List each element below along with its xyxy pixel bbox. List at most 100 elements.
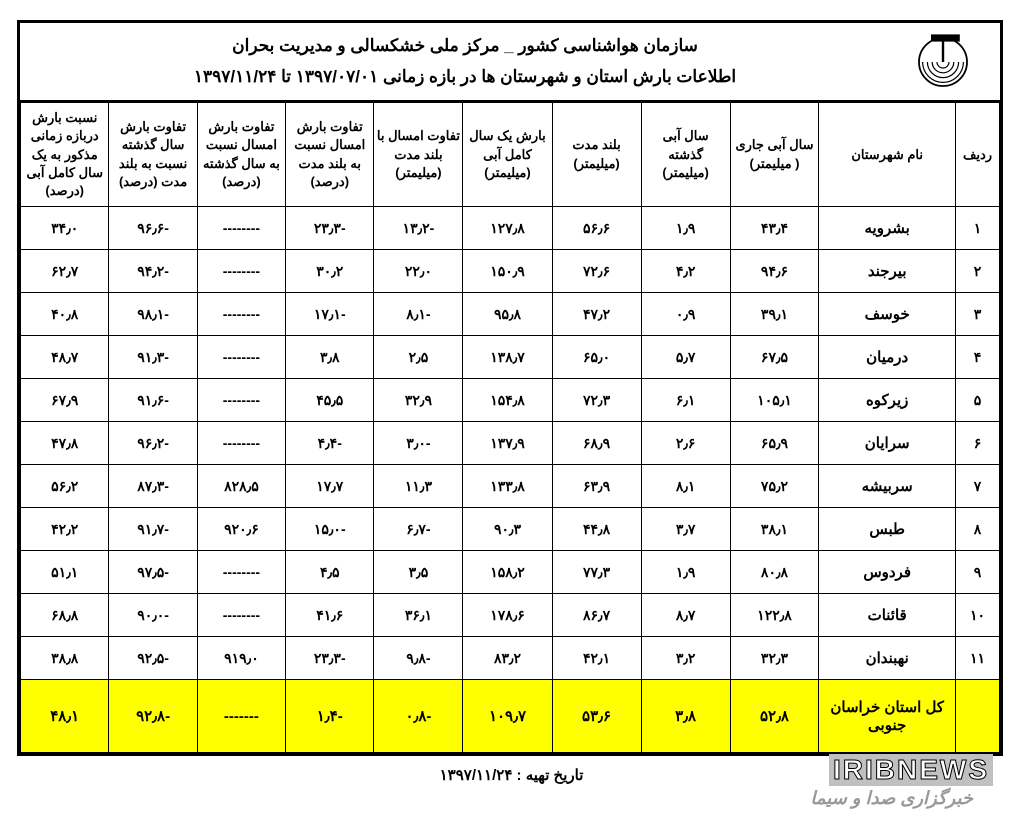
data-cell: ۸۳٫۲ — [463, 637, 552, 680]
data-cell: ۲ — [956, 250, 1000, 293]
column-header: بارش یک سال کامل آبی (میلیمتر) — [463, 103, 552, 207]
title-line-2: اطلاعات بارش استان و شهرستان ها در بازه … — [32, 62, 898, 93]
column-header: تفاوت بارش سال گذشته نسبت به بلند مدت (د… — [109, 103, 197, 207]
total-data-cell: -۱٫۴ — [286, 680, 374, 753]
data-cell: ۴ — [956, 336, 1000, 379]
data-cell: ۱۰ — [956, 594, 1000, 637]
data-cell: ۱۳۳٫۸ — [463, 465, 552, 508]
data-cell: ۱۱٫۳ — [374, 465, 463, 508]
data-cell: -۹۱٫۶ — [109, 379, 197, 422]
data-cell: ۴۳٫۴ — [730, 207, 819, 250]
total-data-cell — [956, 680, 1000, 753]
data-cell: ۱۳۷٫۹ — [463, 422, 552, 465]
total-data-cell: ۵۳٫۶ — [552, 680, 641, 753]
data-cell: ۱۷٫۷ — [286, 465, 374, 508]
table-row: ۶سرایان۶۵٫۹۲٫۶۶۸٫۹۱۳۷٫۹-۳٫۰-۴٫۴---------… — [21, 422, 1000, 465]
data-cell: -۲۳٫۳ — [286, 637, 374, 680]
data-cell: ۲۲٫۰ — [374, 250, 463, 293]
data-cell: -------- — [197, 594, 285, 637]
watermark-subtitle: خبرگزاری صدا و سیما — [20, 788, 973, 809]
data-cell: ۶٫۱ — [641, 379, 730, 422]
data-cell: ۳۸٫۸ — [21, 637, 109, 680]
org-logo — [898, 32, 988, 92]
data-cell: ۳٫۲ — [641, 637, 730, 680]
data-cell: -۹۰٫۰ — [109, 594, 197, 637]
data-cell: ۷۲٫۳ — [552, 379, 641, 422]
header-row: سازمان هواشناسی کشور _ مرکز ملی خشکسالی … — [20, 23, 1000, 102]
data-cell: ۳۲٫۳ — [730, 637, 819, 680]
city-name-cell: خوسف — [819, 293, 956, 336]
data-cell: ۶ — [956, 422, 1000, 465]
data-cell: ۳۲٫۹ — [374, 379, 463, 422]
table-row: ۱۱نهبندان۳۲٫۳۳٫۲۴۲٫۱۸۳٫۲-۹٫۸-۲۳٫۳۹۱۹٫۰-۹… — [21, 637, 1000, 680]
total-data-cell: ۴۸٫۱ — [21, 680, 109, 753]
data-cell: ۷ — [956, 465, 1000, 508]
data-cell: ۱۳۸٫۷ — [463, 336, 552, 379]
city-name-cell: نهبندان — [819, 637, 956, 680]
column-header: نام شهرستان — [819, 103, 956, 207]
data-cell: ۴۵٫۵ — [286, 379, 374, 422]
table-body: ۱بشرویه۴۳٫۴۱٫۹۵۶٫۶۱۲۷٫۸-۱۳٫۲-۲۳٫۳-------… — [21, 207, 1000, 753]
table-row: ۳خوسف۳۹٫۱۰٫۹۴۷٫۲۹۵٫۸-۸٫۱-۱۷٫۱---------۹۸… — [21, 293, 1000, 336]
data-cell: ۶۵٫۹ — [730, 422, 819, 465]
total-data-cell: ------- — [197, 680, 285, 753]
data-cell: ۴۴٫۸ — [552, 508, 641, 551]
data-cell: ۹۴٫۶ — [730, 250, 819, 293]
city-name-cell: بیرجند — [819, 250, 956, 293]
data-cell: ۶۵٫۰ — [552, 336, 641, 379]
data-cell: -۸۷٫۳ — [109, 465, 197, 508]
total-data-cell: -۹۲٫۸ — [109, 680, 197, 753]
data-cell: ۳۶٫۱ — [374, 594, 463, 637]
data-cell: ۷۲٫۶ — [552, 250, 641, 293]
data-cell: -۴٫۴ — [286, 422, 374, 465]
data-cell: ۹۲۰٫۶ — [197, 508, 285, 551]
data-cell: ۶۸٫۹ — [552, 422, 641, 465]
total-data-cell: ۳٫۸ — [641, 680, 730, 753]
data-cell: ۳۸٫۱ — [730, 508, 819, 551]
data-cell: -۹۶٫۶ — [109, 207, 197, 250]
data-cell: ۸۰٫۸ — [730, 551, 819, 594]
table-row: ۱۰قائنات۱۲۲٫۸۸٫۷۸۶٫۷۱۷۸٫۶۳۶٫۱۴۱٫۶-------… — [21, 594, 1000, 637]
city-name-cell: طبس — [819, 508, 956, 551]
data-cell: -------- — [197, 422, 285, 465]
city-name-cell: سرایان — [819, 422, 956, 465]
table-row: ۹فردوس۸۰٫۸۱٫۹۷۷٫۳۱۵۸٫۲۳٫۵۴٫۵---------۹۷٫… — [21, 551, 1000, 594]
data-cell: ۹۰٫۳ — [463, 508, 552, 551]
data-cell: -۱۵٫۰ — [286, 508, 374, 551]
data-cell: ۱۱ — [956, 637, 1000, 680]
data-cell: -۹۷٫۵ — [109, 551, 197, 594]
title-line-1: سازمان هواشناسی کشور _ مرکز ملی خشکسالی … — [32, 31, 898, 62]
total-row: کل استان خراسان جنوبی۵۲٫۸۳٫۸۵۳٫۶۱۰۹٫۷-۰٫… — [21, 680, 1000, 753]
data-cell: ۰٫۹ — [641, 293, 730, 336]
data-cell: ۱۲۷٫۸ — [463, 207, 552, 250]
data-cell: ۶۸٫۸ — [21, 594, 109, 637]
report-container: سازمان هواشناسی کشور _ مرکز ملی خشکسالی … — [17, 20, 1003, 756]
data-cell: -۹٫۸ — [374, 637, 463, 680]
data-cell: ۳۴٫۰ — [21, 207, 109, 250]
city-name-cell: زیرکوه — [819, 379, 956, 422]
watermark-logo-text: IRIBNEWS — [829, 754, 993, 786]
data-cell: ۱۷۸٫۶ — [463, 594, 552, 637]
total-label-cell: کل استان خراسان جنوبی — [819, 680, 956, 753]
data-cell: -۹۱٫۷ — [109, 508, 197, 551]
data-cell: ۸ — [956, 508, 1000, 551]
data-cell: ۲٫۵ — [374, 336, 463, 379]
city-name-cell: درمیان — [819, 336, 956, 379]
data-cell: ۱٫۹ — [641, 551, 730, 594]
data-cell: ۵ — [956, 379, 1000, 422]
column-header: بلند مدت (میلیمتر) — [552, 103, 641, 207]
data-cell: ۳۰٫۲ — [286, 250, 374, 293]
header-titles: سازمان هواشناسی کشور _ مرکز ملی خشکسالی … — [32, 31, 898, 92]
column-header: نسبت بارش دربازه زمانی مذکور به یک سال ک… — [21, 103, 109, 207]
data-cell: ۵٫۷ — [641, 336, 730, 379]
table-row: ۸طبس۳۸٫۱۳٫۷۴۴٫۸۹۰٫۳-۶٫۷-۱۵٫۰۹۲۰٫۶-۹۱٫۷۴۲… — [21, 508, 1000, 551]
data-cell: -۳٫۰ — [374, 422, 463, 465]
column-header: ردیف — [956, 103, 1000, 207]
data-cell: ۳٫۵ — [374, 551, 463, 594]
total-data-cell: ۱۰۹٫۷ — [463, 680, 552, 753]
table-row: ۱بشرویه۴۳٫۴۱٫۹۵۶٫۶۱۲۷٫۸-۱۳٫۲-۲۳٫۳-------… — [21, 207, 1000, 250]
column-headers-row: ردیفنام شهرستانسال آبی جاری ( میلیمتر)سا… — [21, 103, 1000, 207]
data-cell: ۶۷٫۵ — [730, 336, 819, 379]
city-name-cell: بشرویه — [819, 207, 956, 250]
data-cell: -------- — [197, 551, 285, 594]
